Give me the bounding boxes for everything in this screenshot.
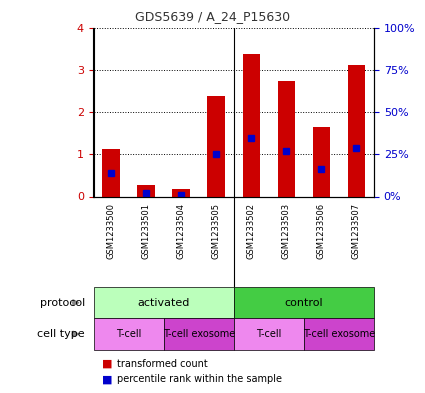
Text: transformed count: transformed count [117,358,208,369]
Text: GDS5639 / A_24_P15630: GDS5639 / A_24_P15630 [135,10,290,23]
Text: T-cell: T-cell [256,329,281,339]
Bar [304,318,374,350]
Text: percentile rank within the sample: percentile rank within the sample [117,374,282,384]
Bar [348,65,365,196]
Text: cell type: cell type [37,329,85,339]
Bar [243,54,260,196]
Text: T-cell: T-cell [116,329,141,339]
Text: GSM1233502: GSM1233502 [247,203,256,259]
Bar [164,318,234,350]
Text: GSM1233505: GSM1233505 [212,203,221,259]
Text: GSM1233501: GSM1233501 [142,203,150,259]
Bar [207,96,225,196]
Bar [94,318,164,350]
Bar [278,81,295,196]
Bar [137,185,155,196]
Text: GSM1233500: GSM1233500 [107,203,116,259]
Bar [234,318,304,350]
Text: GSM1233503: GSM1233503 [282,203,291,259]
Bar [234,287,374,318]
Bar [102,149,120,196]
Bar [173,189,190,196]
Text: T-cell exosome: T-cell exosome [303,329,375,339]
Text: ■: ■ [102,358,113,369]
Bar [94,287,234,318]
Text: GSM1233504: GSM1233504 [177,203,186,259]
Text: control: control [285,298,323,308]
Text: GSM1233506: GSM1233506 [317,203,326,259]
Text: T-cell exosome: T-cell exosome [162,329,235,339]
Text: activated: activated [137,298,190,308]
Text: ■: ■ [102,374,113,384]
Text: protocol: protocol [40,298,85,308]
Text: GSM1233507: GSM1233507 [352,203,361,259]
Bar [313,127,330,196]
